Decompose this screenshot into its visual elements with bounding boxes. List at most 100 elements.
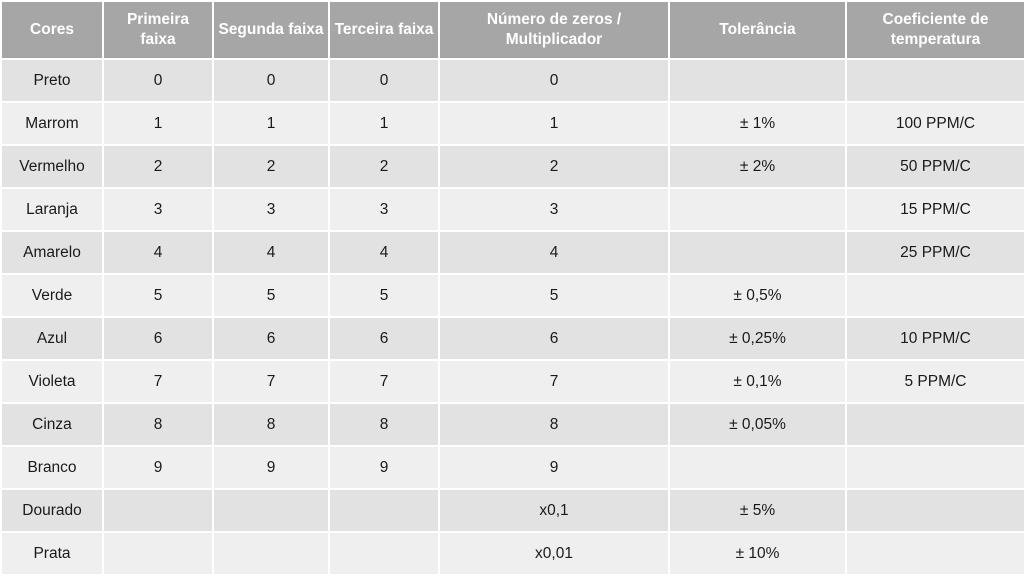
cell-second-band: 4 [214,232,328,273]
cell-temp-coefficient: 5 PPM/C [847,361,1024,402]
header-multiplicador: Número de zeros / Multiplicador [440,2,668,58]
table-row: Prata x0,01 ± 10% [2,533,1024,574]
cell-second-band: 7 [214,361,328,402]
cell-second-band: 0 [214,60,328,101]
cell-first-band: 7 [104,361,212,402]
cell-color: Dourado [2,490,102,531]
cell-tolerance [670,60,845,101]
cell-first-band: 6 [104,318,212,359]
cell-first-band: 2 [104,146,212,187]
table-row: Amarelo 4 4 4 4 25 PPM/C [2,232,1024,273]
cell-first-band: 9 [104,447,212,488]
cell-color: Branco [2,447,102,488]
table-row: Verde 5 5 5 5 ± 0,5% [2,275,1024,316]
cell-third-band [330,533,438,574]
cell-third-band: 2 [330,146,438,187]
cell-color: Verde [2,275,102,316]
cell-second-band: 1 [214,103,328,144]
header-tolerancia: Tolerância [670,2,845,58]
cell-color: Amarelo [2,232,102,273]
cell-tolerance [670,447,845,488]
cell-temp-coefficient: 25 PPM/C [847,232,1024,273]
cell-multiplier: 6 [440,318,668,359]
cell-multiplier: 2 [440,146,668,187]
cell-tolerance [670,232,845,273]
cell-first-band: 1 [104,103,212,144]
cell-third-band: 7 [330,361,438,402]
cell-third-band: 4 [330,232,438,273]
cell-tolerance: ± 0,25% [670,318,845,359]
cell-first-band [104,490,212,531]
cell-multiplier: 0 [440,60,668,101]
cell-multiplier: 9 [440,447,668,488]
table-row: Laranja 3 3 3 3 15 PPM/C [2,189,1024,230]
cell-second-band: 3 [214,189,328,230]
cell-second-band: 8 [214,404,328,445]
cell-second-band [214,533,328,574]
cell-multiplier: 5 [440,275,668,316]
cell-temp-coefficient [847,447,1024,488]
cell-tolerance: ± 5% [670,490,845,531]
cell-temp-coefficient: 15 PPM/C [847,189,1024,230]
cell-temp-coefficient [847,533,1024,574]
cell-second-band: 9 [214,447,328,488]
table-row: Branco 9 9 9 9 [2,447,1024,488]
cell-temp-coefficient: 100 PPM/C [847,103,1024,144]
cell-third-band [330,490,438,531]
table-row: Cinza 8 8 8 8 ± 0,05% [2,404,1024,445]
cell-second-band [214,490,328,531]
cell-color: Marrom [2,103,102,144]
table-row: Marrom 1 1 1 1 ± 1% 100 PPM/C [2,103,1024,144]
header-row: Cores Primeira faixa Segunda faixa Terce… [2,2,1024,58]
cell-third-band: 0 [330,60,438,101]
cell-color: Preto [2,60,102,101]
table-row: Azul 6 6 6 6 ± 0,25% 10 PPM/C [2,318,1024,359]
cell-third-band: 3 [330,189,438,230]
cell-first-band: 0 [104,60,212,101]
cell-third-band: 8 [330,404,438,445]
table-row: Vermelho 2 2 2 2 ± 2% 50 PPM/C [2,146,1024,187]
cell-multiplier: x0,1 [440,490,668,531]
header-primeira-faixa: Primeira faixa [104,2,212,58]
cell-temp-coefficient [847,275,1024,316]
header-coeficiente-temperatura: Coeficiente de temperatura [847,2,1024,58]
cell-temp-coefficient [847,404,1024,445]
header-terceira-faixa: Terceira faixa [330,2,438,58]
cell-multiplier: 3 [440,189,668,230]
cell-first-band: 4 [104,232,212,273]
table-row: Dourado x0,1 ± 5% [2,490,1024,531]
cell-color: Vermelho [2,146,102,187]
cell-third-band: 5 [330,275,438,316]
cell-color: Violeta [2,361,102,402]
cell-first-band [104,533,212,574]
cell-multiplier: 7 [440,361,668,402]
table-row: Violeta 7 7 7 7 ± 0,1% 5 PPM/C [2,361,1024,402]
cell-tolerance: ± 0,5% [670,275,845,316]
cell-second-band: 6 [214,318,328,359]
cell-tolerance: ± 0,1% [670,361,845,402]
cell-temp-coefficient: 50 PPM/C [847,146,1024,187]
cell-multiplier: 4 [440,232,668,273]
cell-second-band: 2 [214,146,328,187]
header-cores: Cores [2,2,102,58]
cell-third-band: 1 [330,103,438,144]
cell-third-band: 9 [330,447,438,488]
cell-first-band: 8 [104,404,212,445]
cell-tolerance: ± 2% [670,146,845,187]
header-segunda-faixa: Segunda faixa [214,2,328,58]
cell-multiplier: 1 [440,103,668,144]
cell-multiplier: 8 [440,404,668,445]
cell-third-band: 6 [330,318,438,359]
cell-second-band: 5 [214,275,328,316]
cell-tolerance [670,189,845,230]
table-row: Preto 0 0 0 0 [2,60,1024,101]
cell-temp-coefficient [847,490,1024,531]
cell-temp-coefficient: 10 PPM/C [847,318,1024,359]
cell-color: Azul [2,318,102,359]
cell-multiplier: x0,01 [440,533,668,574]
cell-tolerance: ± 0,05% [670,404,845,445]
cell-color: Cinza [2,404,102,445]
cell-tolerance: ± 10% [670,533,845,574]
cell-temp-coefficient [847,60,1024,101]
